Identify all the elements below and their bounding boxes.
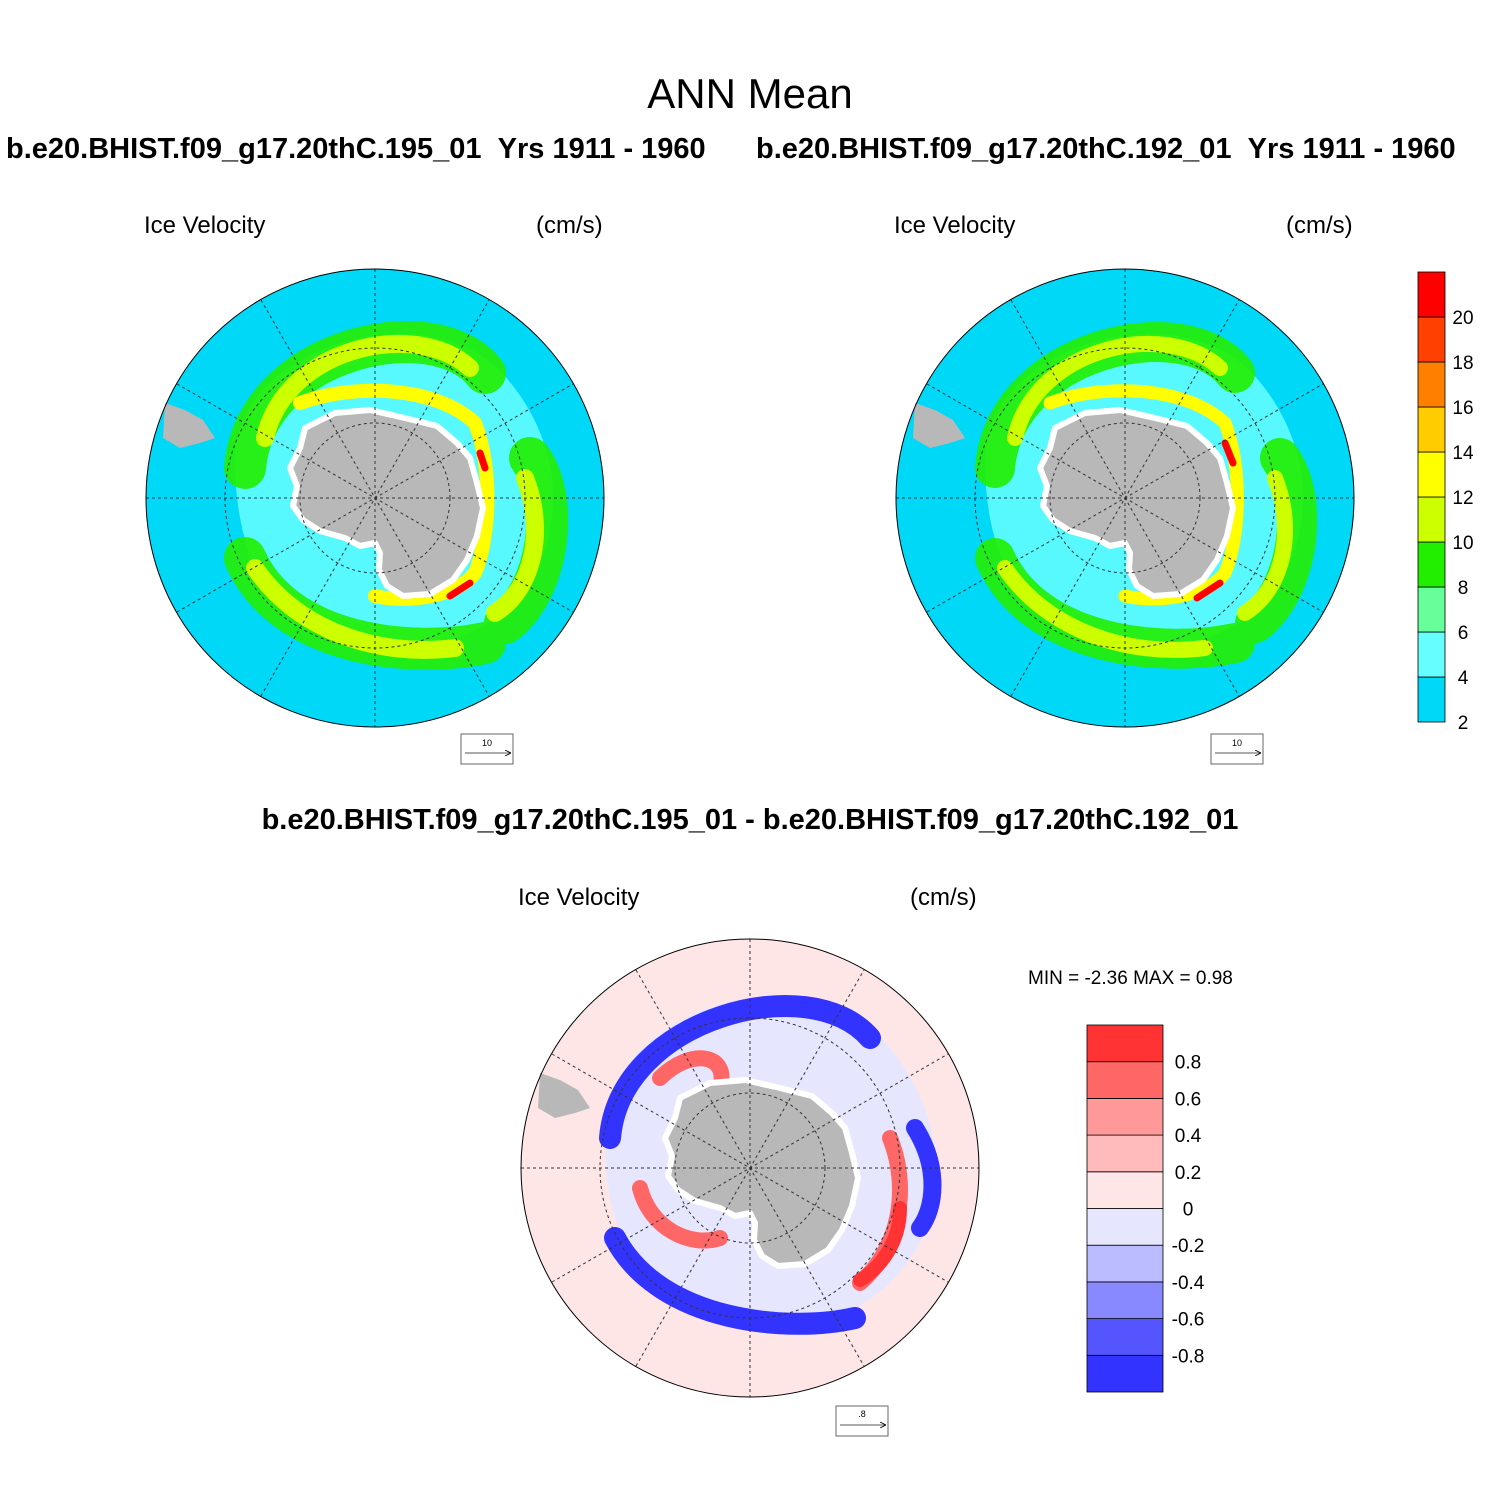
top-colorbar-tick-label: 16 — [1452, 398, 1473, 419]
top-colorbar-swatch — [1417, 496, 1446, 543]
top-colorbar-swatch — [1417, 361, 1446, 408]
difference-colorbar-tick-label: -0.8 — [1172, 1346, 1205, 1367]
top-colorbar-swatch — [1417, 541, 1446, 588]
difference-reference-label: .8 — [858, 1409, 866, 1419]
top-colorbar-swatch — [1417, 451, 1446, 498]
top-colorbar-tick-label: 14 — [1452, 443, 1474, 464]
panel-1-reference-vector: 10 — [460, 733, 514, 765]
panel-1-case-title: b.e20.BHIST.f09_g17.20thC.195_01 Yrs 191… — [6, 133, 706, 166]
panel-2-reference-label: 10 — [1232, 738, 1242, 748]
top-colorbar-tick-label: 10 — [1452, 533, 1473, 554]
difference-colorbar: 0.8 0.6 0.4 0.2 0 -0.2 -0.4 -0.6 -0.8 — [1086, 1024, 1205, 1393]
difference-polar-map — [520, 938, 980, 1398]
panel-1-reference-label: 10 — [482, 738, 492, 748]
difference-units: (cm/s) — [910, 884, 977, 911]
panel-2-units: (cm/s) — [1286, 212, 1353, 239]
difference-colorbar-swatch — [1086, 1318, 1164, 1356]
top-colorbar-tick-label: 4 — [1458, 668, 1469, 689]
top-colorbar-swatch — [1417, 271, 1446, 318]
difference-colorbar-tick-label: -0.6 — [1172, 1310, 1205, 1331]
top-colorbar-tick-label: 18 — [1452, 353, 1473, 374]
difference-colorbar-swatch — [1086, 1171, 1164, 1209]
panel-1-variable: Ice Velocity — [144, 212, 266, 239]
panel-1-units: (cm/s) — [536, 212, 603, 239]
difference-colorbar-swatch — [1086, 1208, 1164, 1246]
panel-2-case: b.e20.BHIST.f09_g17.20thC.192_01 — [756, 133, 1232, 165]
top-colorbar-tick-label: 2 — [1458, 713, 1469, 734]
difference-colorbar-swatch — [1086, 1134, 1164, 1173]
difference-colorbar-tick-label: 0.2 — [1175, 1163, 1201, 1184]
difference-variable: Ice Velocity — [518, 884, 640, 911]
difference-title: b.e20.BHIST.f09_g17.20thC.195_01 - b.e20… — [261, 804, 1239, 836]
panel-1-years: Yrs 1911 - 1960 — [497, 133, 706, 165]
panel-2-years: Yrs 1911 - 1960 — [1247, 133, 1456, 165]
difference-colorbar-tick-label: 0 — [1183, 1200, 1194, 1221]
panel-2-polar-map — [895, 268, 1355, 728]
top-colorbar-tick-label: 8 — [1458, 578, 1469, 599]
top-colorbar-swatch — [1417, 406, 1446, 453]
top-colorbar-tick-label: 6 — [1458, 623, 1469, 644]
difference-colorbar-tick-label: 0.6 — [1175, 1089, 1201, 1110]
panel-2-variable: Ice Velocity — [894, 212, 1016, 239]
main-title: ANN Mean — [647, 70, 853, 117]
panel-2-reference-vector: 10 — [1210, 733, 1264, 765]
difference-colorbar-tick-label: 0.4 — [1175, 1126, 1202, 1147]
difference-colorbar-swatch — [1086, 1244, 1164, 1283]
top-colorbar-tick-label: 20 — [1452, 308, 1473, 329]
difference-colorbar-swatch — [1086, 1024, 1164, 1063]
panel-2-case-title: b.e20.BHIST.f09_g17.20thC.192_01 Yrs 191… — [756, 133, 1456, 166]
difference-colorbar-swatch — [1086, 1281, 1164, 1320]
difference-colorbar-tick-label: -0.2 — [1172, 1236, 1205, 1257]
top-colorbar-swatch — [1417, 631, 1446, 678]
panel-1-case: b.e20.BHIST.f09_g17.20thC.195_01 — [6, 133, 482, 165]
difference-colorbar-tick-label: -0.4 — [1172, 1273, 1205, 1294]
panel-1-polar-map — [145, 268, 605, 728]
difference-colorbar-swatch — [1086, 1354, 1164, 1393]
difference-colorbar-swatch — [1086, 1061, 1164, 1099]
top-colorbar-swatch — [1417, 586, 1446, 633]
top-colorbar-tick-label: 12 — [1452, 488, 1473, 509]
top-colorbar-swatch — [1417, 676, 1446, 723]
top-colorbar: 20 18 16 14 12 10 8 6 4 2 — [1417, 271, 1474, 734]
difference-reference-vector: .8 — [835, 1405, 889, 1437]
difference-colorbar-swatch — [1086, 1098, 1164, 1136]
difference-colorbar-tick-label: 0.8 — [1175, 1053, 1201, 1074]
difference-min-max: MIN = -2.36 MAX = 0.98 — [1028, 968, 1233, 989]
top-colorbar-swatch — [1417, 316, 1446, 363]
